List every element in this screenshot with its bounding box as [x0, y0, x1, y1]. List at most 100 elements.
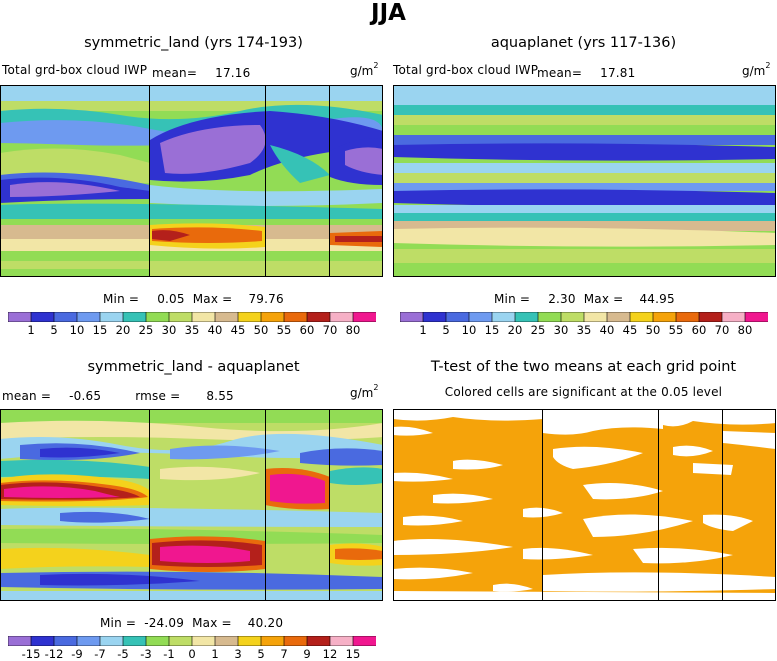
diff-min-label: Min = — [100, 616, 137, 630]
colorbar-swatch-7 — [168, 312, 193, 322]
colorbar-swatch-9 — [214, 636, 239, 646]
plot-aquaplanet — [393, 85, 776, 277]
colorbar-tick-label: 35 — [184, 323, 200, 337]
significance-map-ttest — [393, 409, 776, 601]
colorbar-tick-label: 70 — [714, 323, 730, 337]
colorbar-swatch-14 — [329, 636, 354, 646]
colorbar-swatch-13 — [698, 312, 723, 322]
variable-label-left: Total grd-box cloud IWP — [2, 63, 148, 77]
colorbar-tick-label: -5 — [117, 647, 129, 661]
colorbar-tick-label: -7 — [94, 647, 106, 661]
colorbar-tick-label: 40 — [599, 323, 615, 337]
colorbar-tick-label: 20 — [115, 323, 131, 337]
colorbar-tick-label: 15 — [92, 323, 108, 337]
colorbar-tick-label: 30 — [553, 323, 569, 337]
colorbar-tick-label: 30 — [161, 323, 177, 337]
min-label-right: Min = — [494, 292, 531, 306]
colorbar-tick-label: 5 — [257, 647, 265, 661]
colorbar-tick-label: 1 — [27, 323, 35, 337]
colorbar-swatch-12 — [283, 312, 308, 322]
colorbar-swatch-10 — [237, 636, 262, 646]
colorbar-tick-label: 10 — [69, 323, 85, 337]
colorbar-tick-label: 50 — [645, 323, 661, 337]
colorbar-ticks-aquaplanet: 1 5 10 15 20 25 30 35 40 45 50 55 60 70 80 — [400, 323, 768, 337]
colorbar-tick-label: 60 — [691, 323, 707, 337]
colorbar-tick-label: 20 — [507, 323, 523, 337]
colorbar-swatch-4 — [491, 312, 516, 322]
colorbar-tick-label: 15 — [484, 323, 500, 337]
colorbar-swatch-3 — [468, 312, 493, 322]
colorbar-aquaplanet — [400, 312, 768, 322]
colorbar-swatch-14 — [721, 312, 746, 322]
colorbar-swatch-1 — [30, 636, 55, 646]
colorbar-tick-label: 70 — [322, 323, 338, 337]
mean-label-left: mean= — [152, 66, 198, 80]
mean-value-left: 17.16 — [215, 66, 251, 80]
colorbar-swatch-5 — [514, 312, 539, 322]
main-title: JJA — [371, 0, 406, 26]
colorbar-swatch-10 — [237, 312, 262, 322]
colorbar-tick-label: 12 — [322, 647, 338, 661]
colorbar-difference — [8, 636, 376, 646]
colorbar-symmetric-land — [8, 312, 376, 322]
colorbar-swatch-3 — [76, 312, 101, 322]
colorbar-swatch-2 — [53, 636, 78, 646]
panel-title-aquaplanet: aquaplanet (yrs 117-136) — [490, 35, 677, 51]
colorbar-swatch-2 — [445, 312, 470, 322]
colorbar-ticks-symmetric-land: 1 5 10 15 20 25 30 35 40 45 50 55 60 70 80 — [8, 323, 376, 337]
colorbar-tick-label: 45 — [622, 323, 638, 337]
colorbar-tick-label: -9 — [71, 647, 83, 661]
diff-rmse-label: rmse = — [135, 389, 181, 403]
colorbar-swatch-12 — [283, 636, 308, 646]
diff-mean-label: mean = — [2, 389, 52, 403]
colorbar-tick-label: -12 — [44, 647, 64, 661]
colorbar-swatch-15 — [352, 636, 376, 646]
panel-title-difference: symmetric_land - aquaplanet — [87, 359, 300, 375]
contour-map-aquaplanet — [393, 85, 776, 277]
colorbar-swatch-12 — [675, 312, 700, 322]
colorbar-tick-label: 45 — [230, 323, 246, 337]
colorbar-tick-label: 5 — [442, 323, 450, 337]
colorbar-swatch-1 — [30, 312, 55, 322]
min-value-left: 0.05 — [157, 292, 185, 306]
colorbar-tick-label: 3 — [234, 647, 242, 661]
max-value-left: 79.76 — [248, 292, 284, 306]
colorbar-tick-label: 25 — [138, 323, 154, 337]
colorbar-swatch-9 — [606, 312, 631, 322]
colorbar-tick-label: 7 — [280, 647, 288, 661]
colorbar-swatch-0 — [400, 312, 424, 322]
unit-label-right: g/m2 — [742, 61, 771, 78]
plot-ttest — [393, 409, 776, 601]
colorbar-swatch-7 — [168, 636, 193, 646]
colorbar-tick-label: 15 — [345, 647, 361, 661]
colorbar-swatch-0 — [8, 312, 32, 322]
diff-max-label: Max = — [192, 616, 232, 630]
colorbar-swatch-8 — [191, 636, 216, 646]
ttest-subtitle: Colored cells are significant at the 0.0… — [444, 385, 723, 399]
min-label-left: Min = — [103, 292, 140, 306]
max-label-left: Max = — [192, 292, 233, 306]
colorbar-swatch-11 — [652, 312, 677, 322]
colorbar-swatch-5 — [122, 636, 147, 646]
colorbar-swatch-11 — [260, 636, 285, 646]
variable-label-right: Total grd-box cloud IWP — [393, 63, 539, 77]
colorbar-swatch-5 — [122, 312, 147, 322]
colorbar-tick-label: 50 — [253, 323, 269, 337]
colorbar-swatch-15 — [744, 312, 768, 322]
plot-symmetric-land — [0, 85, 383, 277]
colorbar-swatch-10 — [629, 312, 654, 322]
colorbar-tick-label: 55 — [276, 323, 292, 337]
colorbar-swatch-1 — [422, 312, 447, 322]
panel-title-ttest: T-test of the two means at each grid poi… — [430, 359, 737, 375]
colorbar-tick-label: 80 — [345, 323, 361, 337]
diff-mean-value: -0.65 — [69, 389, 102, 403]
panel-title-symmetric-land: symmetric_land (yrs 174-193) — [84, 35, 303, 51]
colorbar-tick-label: 60 — [299, 323, 315, 337]
colorbar-swatch-13 — [306, 312, 331, 322]
colorbar-tick-label: -1 — [163, 647, 175, 661]
colorbar-swatch-4 — [99, 312, 124, 322]
max-value-right: 44.95 — [639, 292, 675, 306]
mean-label-right: mean= — [537, 66, 583, 80]
colorbar-swatch-13 — [306, 636, 331, 646]
diff-max-value: 40.20 — [247, 616, 284, 630]
